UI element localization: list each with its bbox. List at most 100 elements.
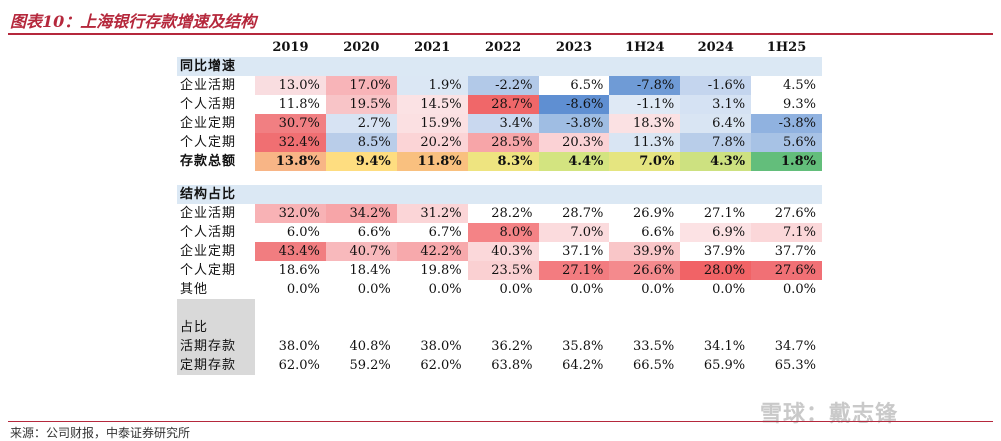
- value-cell: 34.7%: [774, 339, 816, 354]
- value-cell: 8.5%: [325, 133, 397, 152]
- value-cell: 37.9%: [680, 242, 752, 261]
- value-cell: 6.5%: [538, 76, 610, 95]
- value-cell: 40.3%: [467, 242, 539, 261]
- value-cell: 6.9%: [680, 223, 752, 242]
- table-row: 存款总额 13.8% 9.4% 11.8% 8.3% 4.4% 7.0% 4.3% 1.8%: [177, 152, 822, 171]
- value-cell: 27.1%: [538, 261, 610, 280]
- value-cell: 6.4%: [680, 114, 752, 133]
- row-label: 企业定期: [180, 116, 237, 131]
- value-cell: 0.0%: [255, 280, 326, 299]
- value-cell: 15.9%: [396, 114, 468, 133]
- header-row: 2019 2020 2021 2022 2023 1H24 2024 1H25: [177, 38, 822, 57]
- value-cell: 8.3%: [467, 152, 539, 171]
- corner-cell: [177, 38, 255, 57]
- section-fill-cell: [538, 57, 610, 76]
- value-cell: 34.1%: [703, 339, 746, 354]
- table-row: 个人定期 32.4% 8.5% 20.2% 28.5% 20.3% 11.3% 7.8% 5.6…: [177, 133, 822, 152]
- spacer-cell: [255, 318, 326, 337]
- section-header-row: 同比增速: [177, 57, 822, 76]
- section-title: 占比: [177, 318, 255, 337]
- value-cell: 32.4%: [255, 133, 326, 152]
- spacer-cell: [539, 318, 610, 337]
- value-cell: 6.7%: [396, 223, 468, 242]
- value-cell: 20.2%: [396, 133, 468, 152]
- spacer-row: [177, 299, 822, 318]
- value-cell: 8.0%: [467, 223, 539, 242]
- spacer-cell: [609, 299, 680, 318]
- value-cell: 18.4%: [325, 261, 397, 280]
- table-row: 其他 0.0% 0.0% 0.0% 0.0% 0.0% 0.0% 0.0% 0.0%: [177, 280, 822, 299]
- value-cell: 39.9%: [609, 242, 681, 261]
- section-fill-cell: [467, 185, 539, 204]
- value-cell: 2.7%: [325, 114, 397, 133]
- table-row: 企业定期 43.4% 40.7% 42.2% 40.3% 37.1% 39.9% 37.9% 3…: [177, 242, 822, 261]
- table-row: 个人活期 6.0% 6.6% 6.7% 8.0% 7.0% 6.6% 6.9% 7.1%: [177, 223, 822, 242]
- table-row: 企业定期 30.7% 2.7% 15.9% 3.4% -3.8% 18.3% 6.4% -3.8…: [177, 114, 822, 133]
- value-cell: 34.2%: [325, 204, 397, 223]
- spacer-cell: [609, 171, 680, 185]
- spacer-cell: [539, 299, 610, 318]
- value-cell: -3.8%: [751, 114, 822, 133]
- value-cell: 14.5%: [396, 95, 468, 114]
- value-cell: 7.8%: [680, 133, 752, 152]
- row-label: 个人活期: [180, 225, 237, 240]
- section-fill-cell: [751, 185, 822, 204]
- value-cell: 40.7%: [325, 242, 397, 261]
- value-cell: 17.0%: [325, 76, 397, 95]
- col-header: 1H24: [625, 40, 665, 55]
- spacer-cell: [326, 171, 397, 185]
- value-cell: 4.3%: [680, 152, 752, 171]
- section-header-row: 结构占比: [177, 185, 822, 204]
- value-cell: 20.3%: [538, 133, 610, 152]
- row-label: 企业活期: [180, 78, 237, 93]
- col-header: 2022: [484, 40, 522, 55]
- value-cell: 63.8%: [491, 358, 533, 373]
- spacer-cell: [177, 299, 255, 318]
- value-cell: 28.5%: [467, 133, 539, 152]
- value-cell: 7.0%: [609, 152, 681, 171]
- value-cell: 11.8%: [396, 152, 468, 171]
- value-cell: 59.2%: [349, 358, 391, 373]
- value-cell: -2.2%: [467, 76, 539, 95]
- value-cell: 28.7%: [467, 95, 539, 114]
- spacer-cell: [609, 318, 680, 337]
- value-cell: 35.8%: [562, 339, 604, 354]
- deposit-table: 2019 2020 2021 2022 2023 1H24 2024 1H25 …: [177, 38, 822, 375]
- value-cell: 13.0%: [255, 76, 326, 95]
- value-cell: 0.0%: [396, 280, 468, 299]
- value-cell: 62.0%: [420, 358, 462, 373]
- value-cell: 6.6%: [609, 223, 681, 242]
- value-cell: 13.8%: [255, 152, 326, 171]
- source-note: 来源：公司财报，中泰证券研究所: [10, 426, 191, 440]
- value-cell: 9.4%: [325, 152, 397, 171]
- value-cell: 31.2%: [396, 204, 468, 223]
- section-title: 同比增速: [177, 57, 255, 76]
- figure-title: 图表10：上海银行存款增速及结构: [10, 12, 257, 31]
- value-cell: 43.4%: [255, 242, 326, 261]
- value-cell: 6.0%: [255, 223, 326, 242]
- value-cell: -1.6%: [680, 76, 752, 95]
- spacer-cell: [680, 171, 751, 185]
- value-cell: 4.5%: [751, 76, 822, 95]
- value-cell: 42.2%: [396, 242, 468, 261]
- col-header: 2020: [343, 40, 380, 55]
- value-cell: 28.0%: [680, 261, 752, 280]
- row-label: 其他: [180, 282, 209, 297]
- value-cell: 30.7%: [255, 114, 326, 133]
- table-row: 个人定期 18.6% 18.4% 19.8% 23.5% 27.1% 26.6% 28.0% 2…: [177, 261, 822, 280]
- spacer-cell: [468, 171, 539, 185]
- section-fill-cell: [396, 185, 468, 204]
- value-cell: 37.7%: [751, 242, 822, 261]
- value-cell: 3.4%: [467, 114, 539, 133]
- col-header: 2024: [697, 40, 734, 55]
- value-cell: 1.8%: [751, 152, 822, 171]
- value-cell: 40.8%: [349, 339, 391, 354]
- share-header-row: 占比: [177, 318, 822, 337]
- value-cell: 0.0%: [680, 280, 752, 299]
- section-fill-cell: [255, 57, 326, 76]
- spacer-cell: [326, 318, 397, 337]
- section-fill-cell: [751, 57, 822, 76]
- value-cell: 33.5%: [632, 339, 675, 354]
- value-cell: 19.8%: [396, 261, 468, 280]
- section-fill-cell: [396, 57, 468, 76]
